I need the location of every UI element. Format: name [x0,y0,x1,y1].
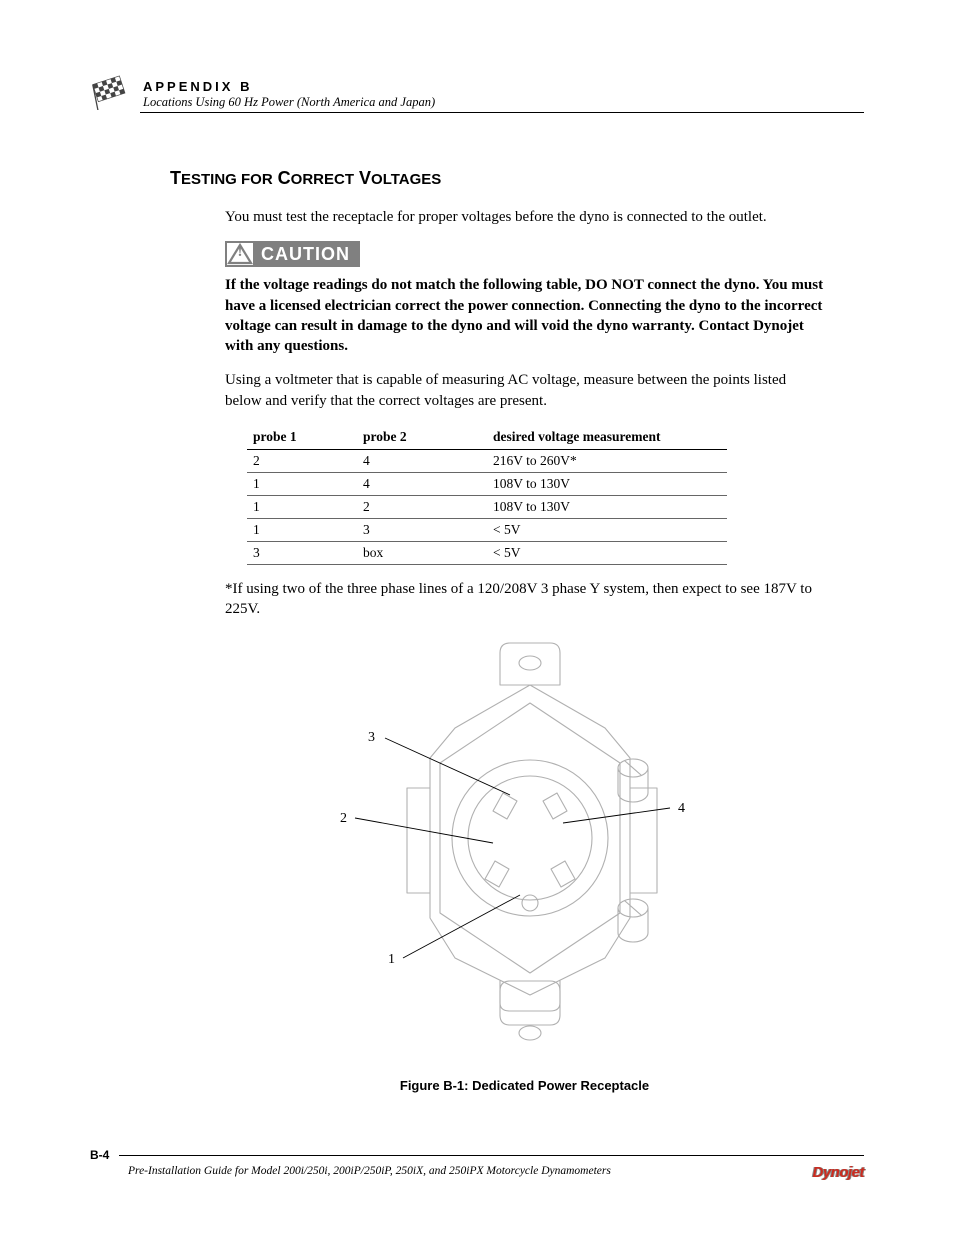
page-header: APPENDIX B Locations Using 60 Hz Power (… [90,75,864,110]
fig-label-2: 2 [340,811,347,826]
footer-rule [119,1155,864,1156]
caution-badge: ! CAUTION [225,241,360,267]
caution-label: CAUTION [255,241,360,267]
voltmeter-text: Using a voltmeter that is capable of mea… [225,370,824,411]
fig-label-3: 3 [368,730,375,745]
figure-caption: Figure B-1: Dedicated Power Receptacle [225,1078,824,1093]
section-heading: TESTING FOR CORRECT VOLTAGES [170,168,864,189]
table-row: 14108V to 130V [247,472,727,495]
header-subtitle: Locations Using 60 Hz Power (North Ameri… [143,95,864,110]
fig-label-1: 1 [388,952,395,967]
voltage-table: probe 1 probe 2 desired voltage measurem… [247,425,727,565]
dynojet-logo: Dynojet [812,1164,864,1181]
intro-paragraph: You must test the receptacle for proper … [225,207,824,227]
table-row: 12108V to 130V [247,495,727,518]
th-probe1: probe 1 [247,425,357,450]
th-probe2: probe 2 [357,425,487,450]
table-header-row: probe 1 probe 2 desired voltage measurem… [247,425,727,450]
table-row: 24216V to 260V* [247,449,727,472]
th-measurement: desired voltage measurement [487,425,727,450]
caution-text: If the voltage readings do not match the… [225,275,824,356]
fig-label-4: 4 [678,801,685,816]
page-number: B-4 [90,1148,109,1162]
checkered-flag-icon [90,75,135,110]
footer-title: Pre-Installation Guide for Model 200i/25… [128,1165,864,1177]
page-footer: B-4 Pre-Installation Guide for Model 200… [90,1148,864,1177]
table-row: 3box< 5V [247,541,727,564]
figure-area: 3 2 1 4 Figure B-1: Dedicated Power Rece… [225,633,824,1093]
appendix-label: APPENDIX B [143,79,864,94]
table-footnote: *If using two of the three phase lines o… [225,579,824,620]
table-row: 13< 5V [247,518,727,541]
receptacle-diagram: 3 2 1 4 [335,633,715,1063]
header-rule [140,112,864,113]
